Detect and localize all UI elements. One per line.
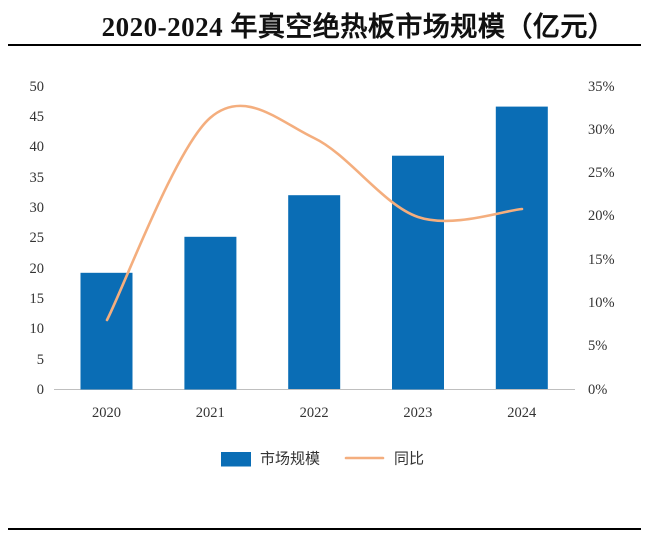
svg-text:5: 5 (37, 352, 44, 368)
svg-text:25%: 25% (588, 165, 615, 181)
svg-text:45: 45 (30, 109, 45, 125)
svg-text:35%: 35% (588, 79, 615, 95)
svg-text:0: 0 (37, 382, 44, 398)
svg-text:10: 10 (30, 321, 45, 337)
svg-text:25: 25 (30, 230, 45, 246)
svg-text:0%: 0% (588, 382, 607, 398)
svg-text:40: 40 (30, 139, 45, 155)
svg-text:2020: 2020 (92, 405, 121, 421)
svg-text:30%: 30% (588, 122, 615, 138)
svg-text:30: 30 (30, 200, 45, 216)
svg-text:10%: 10% (588, 295, 615, 311)
svg-text:2023: 2023 (403, 405, 432, 421)
svg-text:35: 35 (30, 170, 45, 186)
svg-text:15: 15 (30, 291, 45, 307)
svg-text:20: 20 (30, 261, 45, 277)
svg-text:同比: 同比 (394, 451, 424, 468)
svg-text:2022: 2022 (300, 405, 329, 421)
svg-text:20%: 20% (588, 208, 615, 224)
svg-text:50: 50 (30, 79, 45, 95)
svg-text:2021: 2021 (196, 405, 225, 421)
svg-text:5%: 5% (588, 338, 607, 354)
svg-text:15%: 15% (588, 252, 615, 268)
svg-text:2024: 2024 (507, 405, 537, 421)
svg-text:市场规模: 市场规模 (260, 451, 320, 468)
